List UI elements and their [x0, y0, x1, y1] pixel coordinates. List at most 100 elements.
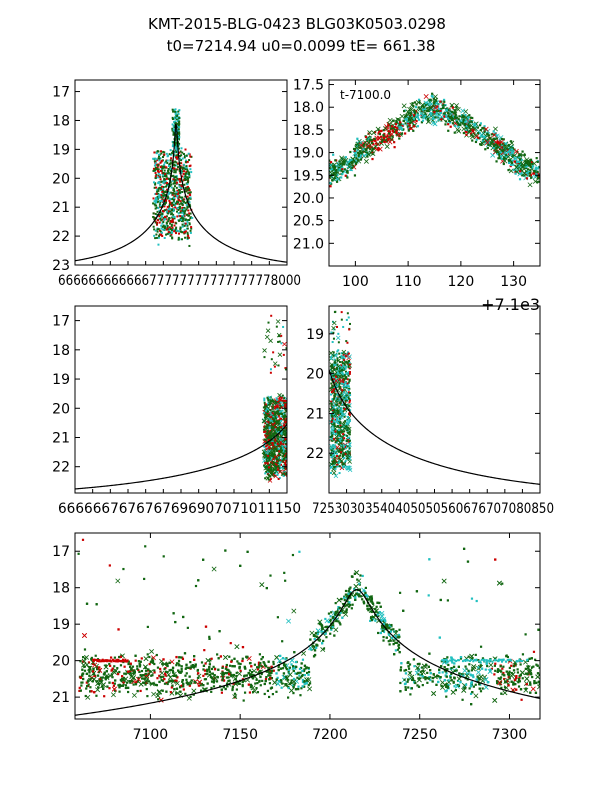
data-point [174, 182, 177, 185]
data-point [274, 406, 277, 409]
data-point [173, 217, 176, 220]
data-point [181, 199, 184, 202]
data-point [484, 668, 487, 671]
data-point [411, 102, 414, 105]
data-point [181, 231, 184, 234]
data-point [183, 231, 186, 234]
data-point [175, 186, 178, 189]
data-point [344, 394, 347, 397]
data-point [534, 658, 537, 661]
data-point [282, 415, 285, 418]
data-point [284, 445, 287, 448]
data-point [173, 171, 176, 174]
data-point [175, 168, 178, 171]
data-point [333, 166, 337, 169]
data-point [336, 356, 339, 359]
data-point [361, 598, 364, 601]
data-point [173, 168, 176, 171]
data-point [535, 173, 538, 176]
data-point [357, 154, 360, 158]
data-point [330, 428, 335, 433]
data-point [329, 368, 335, 374]
data-point [417, 106, 420, 109]
data-point [263, 416, 266, 419]
data-point [264, 465, 267, 468]
data-point [347, 351, 350, 354]
data-point [479, 143, 482, 146]
data-point [146, 694, 149, 698]
data-point [95, 694, 98, 697]
data-point [270, 471, 273, 474]
data-point [275, 405, 278, 408]
data-point [454, 116, 457, 120]
data-point [330, 455, 333, 458]
data-point [388, 643, 391, 646]
data-point [331, 419, 334, 422]
data-point [405, 113, 408, 117]
data-point [371, 130, 377, 136]
data-point [460, 673, 463, 676]
data-point [164, 181, 167, 184]
data-point [336, 409, 339, 412]
data-point [169, 234, 172, 237]
data-point [492, 143, 495, 146]
data-point [281, 447, 284, 450]
data-point [172, 213, 175, 216]
data-point [268, 463, 271, 466]
data-point [330, 356, 333, 359]
data-point [407, 122, 410, 125]
data-point [272, 415, 275, 418]
data-point [184, 166, 187, 169]
data-point [373, 131, 377, 134]
data-point [368, 139, 372, 142]
data-point [268, 425, 271, 428]
data-point [332, 386, 335, 389]
data-point [402, 119, 405, 122]
data-point [283, 397, 286, 400]
data-point [179, 177, 182, 180]
data-point [154, 175, 157, 178]
data-point [336, 422, 339, 425]
data-point [171, 216, 174, 219]
data-point [175, 191, 178, 194]
data-point [285, 452, 287, 455]
data-point [363, 143, 366, 146]
data-point [349, 165, 353, 168]
data-point [265, 465, 268, 468]
data-point [342, 356, 345, 359]
data-point [401, 132, 404, 135]
data-point [407, 129, 410, 132]
data-point [167, 208, 170, 211]
data-point [174, 204, 177, 207]
data-point [119, 664, 123, 667]
data-point [138, 665, 142, 668]
data-point [235, 674, 238, 678]
data-point [465, 129, 468, 132]
data-point [337, 332, 340, 335]
data-point [420, 121, 424, 124]
data-point [300, 666, 303, 670]
data-point [162, 224, 165, 227]
data-point [165, 185, 168, 188]
data-point [501, 673, 504, 676]
data-point [332, 419, 335, 422]
data-point [152, 215, 155, 218]
data-point [424, 678, 427, 681]
data-point [266, 397, 269, 400]
data-point [183, 224, 186, 227]
data-point [348, 401, 351, 404]
data-point [227, 676, 230, 679]
data-point [407, 106, 413, 112]
data-point [275, 410, 278, 413]
data-point [271, 412, 274, 415]
data-point [283, 464, 286, 467]
data-point [167, 164, 170, 167]
data-point [503, 686, 507, 689]
data-point [283, 454, 286, 457]
data-point [340, 389, 343, 392]
data-point [172, 207, 175, 210]
data-point [186, 160, 189, 163]
data-point [403, 115, 407, 118]
data-point [161, 172, 164, 175]
data-point [333, 378, 339, 384]
